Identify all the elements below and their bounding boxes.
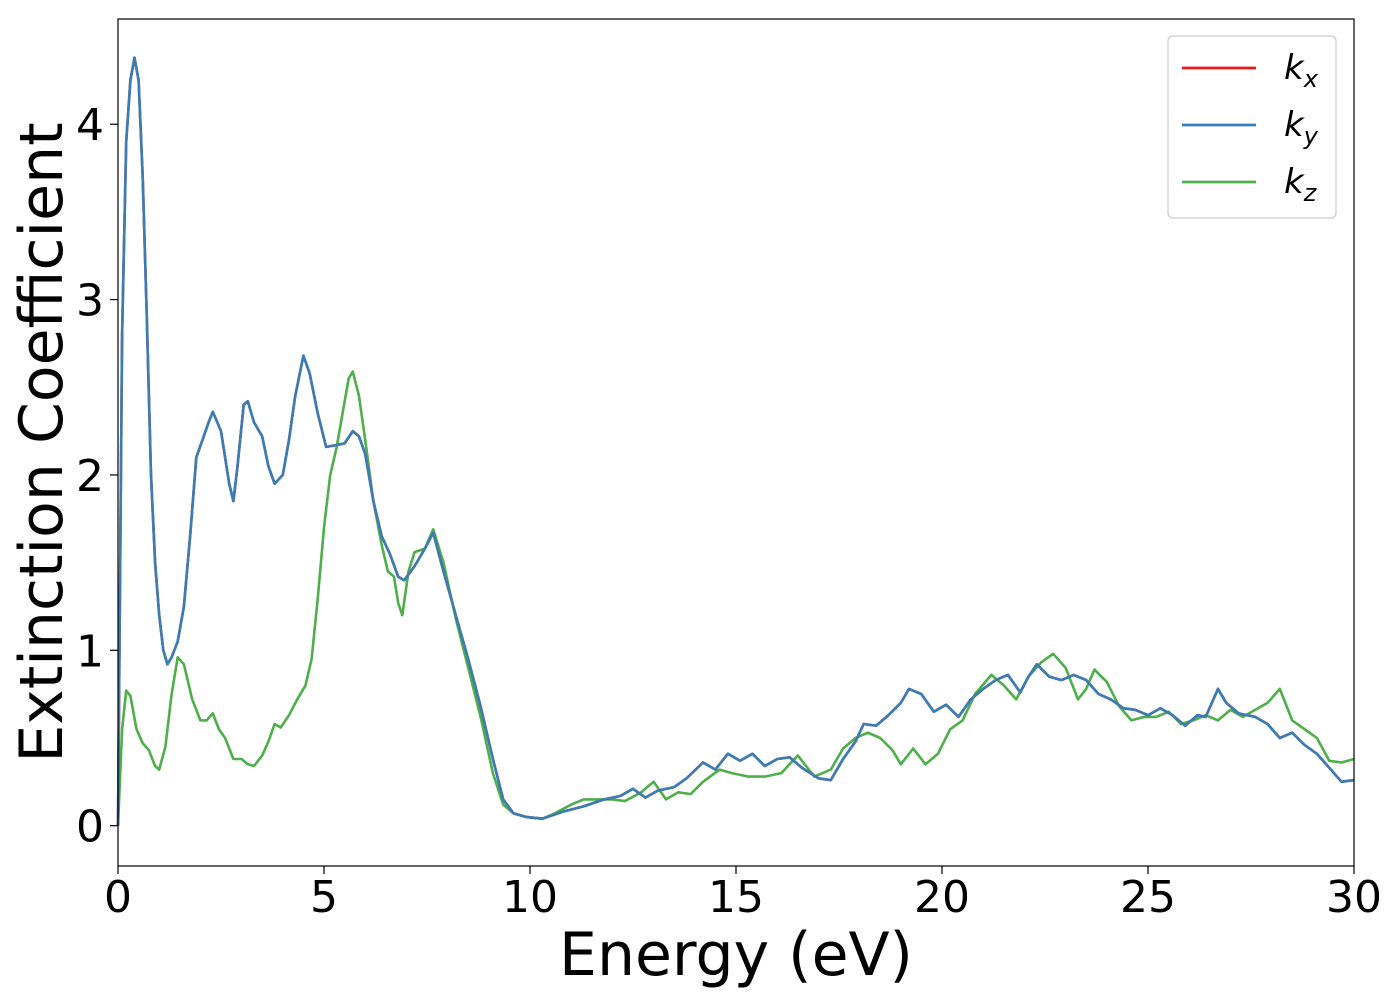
x-axis-title: Energy (eV) [559,920,913,990]
legend: kx ky kz [1167,35,1337,219]
x-tick-label: 30 [1326,872,1382,923]
series-layer [116,56,1355,826]
legend-box [1167,35,1337,219]
y-tick-label: 4 [76,100,104,151]
x-axis-ticks: 0 5 10 15 20 25 30 [104,866,1382,923]
y-tick-label: 3 [76,276,104,327]
x-tick-label: 0 [104,872,132,923]
y-tick-label: 0 [76,802,104,853]
x-tick-label: 10 [502,872,558,923]
series-line-kz [116,370,1355,826]
y-axis-ticks: 0 1 2 3 4 [76,100,118,853]
y-tick-label: 1 [76,626,104,677]
legend-label-kz: kz [1284,162,1318,207]
x-tick-label: 20 [914,872,970,923]
legend-label-ky: ky [1284,105,1319,150]
x-tick-label: 25 [1120,872,1176,923]
y-tick-label: 2 [76,451,104,502]
series-line-ky [116,56,1355,826]
y-axis-title: Extinction Coefficient [7,122,77,762]
x-tick-label: 15 [708,872,764,923]
x-tick-label: 5 [310,872,338,923]
legend-label-kx: kx [1284,48,1319,93]
